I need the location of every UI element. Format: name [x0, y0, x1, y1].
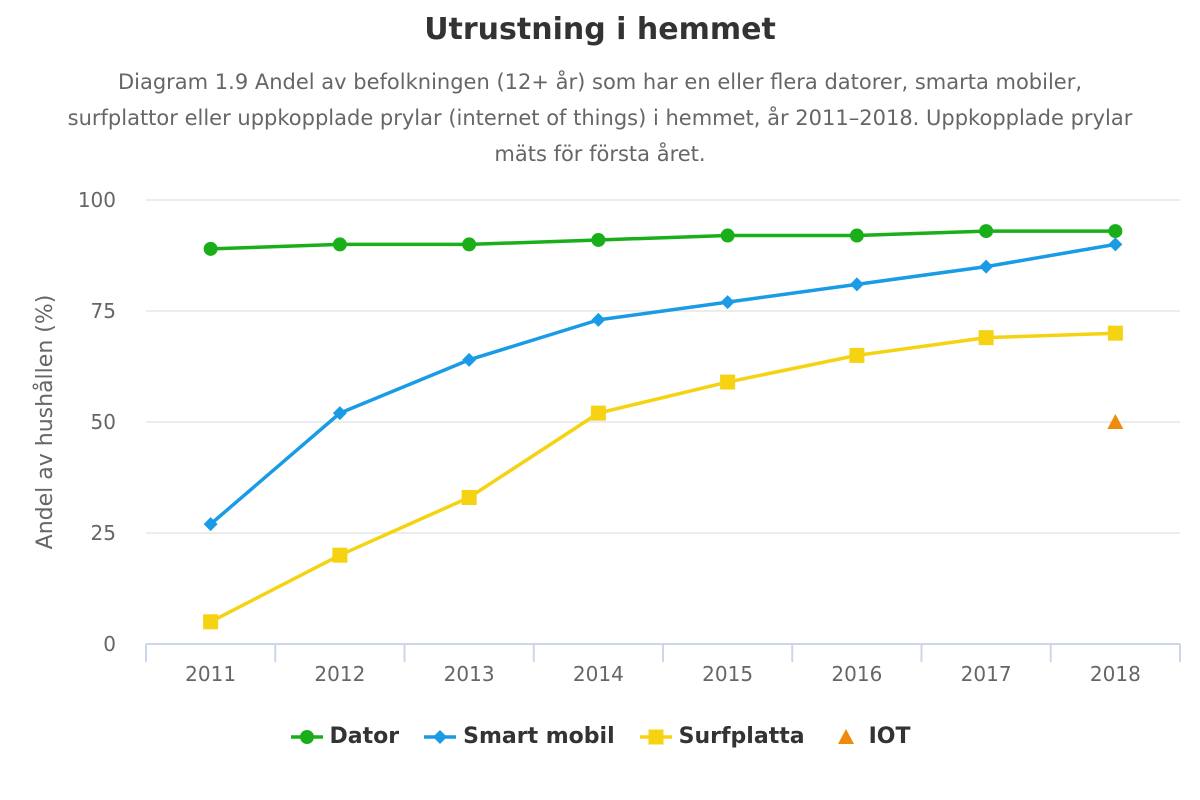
legend-marker: [648, 729, 664, 744]
data-point-surfplatta: [1107, 325, 1123, 341]
y-axis-label: Andel av hushållen (%): [32, 295, 58, 550]
series-surfplatta: [203, 325, 1123, 630]
x-tick-label: 2013: [444, 662, 495, 686]
legend-marker: [299, 729, 314, 744]
data-point-iot: [1107, 414, 1124, 429]
chart-subtitle: Diagram 1.9 Andel av befolkningen (12+ å…: [67, 70, 1133, 166]
data-point-surfplatta: [461, 489, 477, 505]
data-point-surfplatta: [203, 614, 219, 630]
x-tick-label: 2015: [702, 662, 753, 686]
x-tick-label: 2014: [573, 662, 624, 686]
y-tick-label: 75: [91, 299, 116, 323]
data-point-dator: [849, 228, 864, 243]
data-point-surfplatta: [978, 330, 994, 346]
data-point-dator: [979, 224, 994, 239]
legend-item-iot[interactable]: IOT: [829, 724, 911, 749]
data-point-dator: [332, 237, 347, 252]
data-point-smart-mobil: [849, 277, 864, 292]
data-point-surfplatta: [332, 547, 348, 563]
y-tick-label: 25: [91, 521, 116, 545]
legend-marker: [433, 729, 448, 744]
legend-item-dator[interactable]: Dator: [290, 724, 400, 749]
data-point-dator: [203, 241, 218, 256]
series-line-surfplatta: [208, 331, 1118, 624]
legend-label: IOT: [868, 724, 911, 749]
legend-item-smart-mobil[interactable]: Smart mobil: [423, 724, 615, 749]
line-chart: 0 25 50 75 100 2011 2012 2013 2014 2015 2016 2017 20…: [32, 188, 1181, 686]
legend-item-surfplatta[interactable]: Surfplatta: [639, 724, 805, 749]
data-point-smart-mobil: [720, 295, 735, 310]
data-point-surfplatta: [590, 405, 606, 421]
series-dator: [203, 224, 1123, 256]
y-tick-label: 100: [78, 188, 116, 212]
x-tick-label: 2011: [185, 662, 236, 686]
legend: Dator Smart mobil Surfplatta IOT: [0, 724, 1200, 749]
data-point-surfplatta: [849, 347, 865, 363]
chart-title: Utrustning i hemmet: [424, 12, 776, 47]
legend-symbol-dator: [290, 729, 323, 744]
series-line-dator: [208, 229, 1118, 251]
y-tick-label: 50: [91, 410, 116, 434]
x-tick-label: 2012: [314, 662, 365, 686]
series-line-smart-mobil: [208, 242, 1118, 526]
data-point-smart-mobil: [591, 312, 606, 327]
data-point-dator: [462, 237, 477, 252]
data-point-surfplatta: [720, 374, 736, 390]
y-tick-label: 0: [103, 632, 116, 656]
legend-label: Smart mobil: [463, 724, 615, 749]
data-point-dator: [1108, 224, 1123, 239]
legend-symbol-surfplatta: [639, 729, 672, 744]
legend-marker: [837, 728, 854, 744]
data-point-smart-mobil: [1108, 237, 1123, 252]
data-point-smart-mobil: [203, 517, 218, 532]
data-point-smart-mobil: [462, 352, 477, 367]
legend-label: Dator: [329, 724, 400, 749]
x-tick-label: 2017: [961, 662, 1012, 686]
data-point-smart-mobil: [332, 406, 347, 421]
data-point-dator: [720, 228, 735, 243]
x-tick-label: 2018: [1090, 662, 1141, 686]
data-point-smart-mobil: [979, 259, 994, 274]
series-smart-mobil: [203, 237, 1123, 532]
data-point-dator: [591, 232, 606, 247]
x-tick-label: 2016: [831, 662, 882, 686]
legend-symbol-smart-mobil: [424, 729, 457, 744]
legend-label: Surfplatta: [678, 724, 805, 749]
series-iot: [1107, 414, 1124, 429]
legend-symbol-iot: [837, 728, 854, 744]
